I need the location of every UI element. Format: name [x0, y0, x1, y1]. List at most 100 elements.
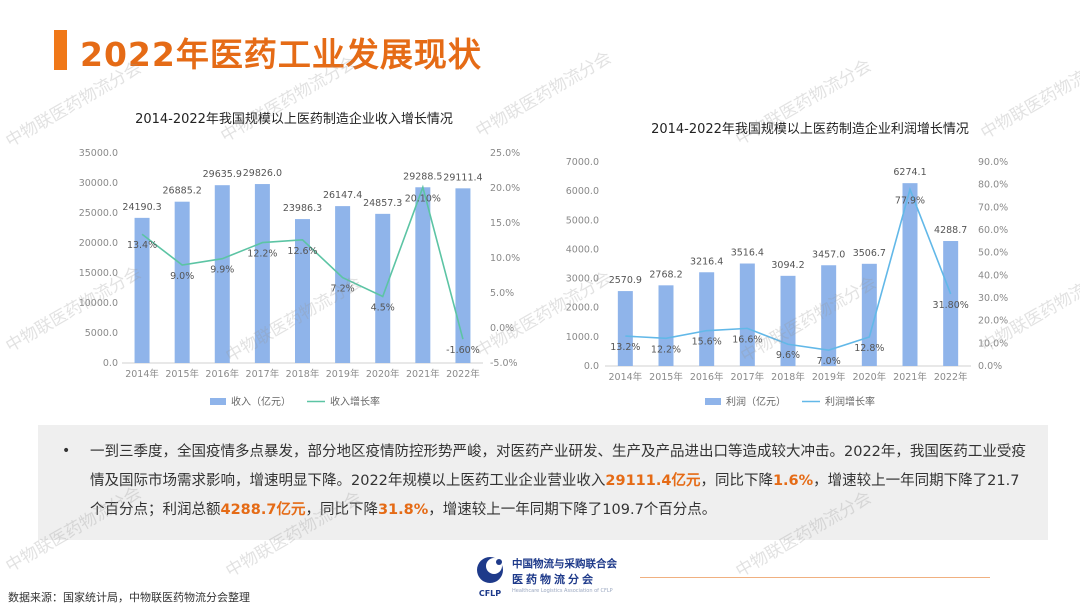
chart-title: 2014-2022年我国规模以上医药制造企业利润增长情况 — [651, 122, 969, 137]
bar — [174, 201, 190, 363]
bar — [617, 291, 633, 366]
highlight-revenue: 29111.4亿元 — [605, 473, 701, 489]
bar-data-label: 29635.9 — [203, 169, 242, 180]
bar-data-label: 3516.4 — [731, 248, 764, 259]
legend-bar-swatch — [210, 398, 226, 405]
summary-text: ，同比下降 — [305, 502, 378, 518]
bar-data-label: 26147.4 — [323, 190, 362, 201]
x-axis-tick-label: 2019年 — [326, 368, 360, 380]
bar-data-label: 3216.4 — [690, 256, 723, 267]
bar — [821, 265, 837, 366]
left-axis-tick-label: 10000.0 — [79, 298, 118, 309]
bar — [375, 213, 391, 363]
right-axis-tick-label: 20.0% — [978, 316, 1008, 327]
right-axis-tick-label: 15.0% — [490, 218, 520, 229]
left-axis-tick-label: 1000.0 — [566, 332, 599, 343]
org-name: 中国物流与采购联合会 — [512, 558, 617, 570]
bar-data-label: 2570.9 — [609, 275, 642, 286]
left-axis-tick-label: 0.0 — [103, 358, 118, 369]
bar — [134, 217, 150, 363]
right-axis-tick-label: 10.0% — [978, 338, 1008, 349]
legend-label: 收入（亿元） — [231, 395, 291, 408]
left-axis-tick-label: 35000.0 — [79, 148, 118, 159]
bullet-marker: • — [62, 443, 71, 459]
footer-divider — [640, 577, 990, 578]
summary-text: ，同比下降 — [700, 473, 773, 489]
x-axis-tick-label: 2018年 — [286, 368, 320, 380]
x-axis-tick-label: 2020年 — [852, 371, 886, 383]
right-axis-tick-label: 80.0% — [978, 180, 1008, 191]
line-data-label: 31.80% — [933, 300, 969, 311]
legend-label: 利润（亿元） — [726, 395, 786, 408]
bar-data-label: 29826.0 — [243, 168, 282, 179]
x-axis-tick-label: 2019年 — [812, 371, 846, 383]
line-data-label: 7.0% — [817, 356, 841, 367]
bar-data-label: 26885.2 — [163, 186, 202, 197]
x-axis-tick-label: 2015年 — [165, 368, 199, 380]
right-axis-tick-label: 0.0% — [978, 361, 1002, 372]
legend-label: 利润增长率 — [825, 395, 875, 408]
summary-paragraph: 一到三季度，全国疫情多点暴发，部分地区疫情防控形势严峻，对医药产业研发、生产及产… — [90, 438, 1030, 525]
revenue-chart: 2014-2022年我国规模以上医药制造企业收入增长情况 0.0 5000.0 10… — [70, 100, 530, 420]
line-data-label: 13.4% — [127, 240, 157, 251]
org-english-name: Healthcare Logistics Association of CFLP — [512, 588, 613, 594]
summary-text: ，增速较上一年同期下降了109.7个百分点。 — [428, 502, 717, 518]
right-axis-tick-label: -5.0% — [490, 358, 518, 369]
bar — [943, 241, 959, 366]
left-axis-tick-label: 6000.0 — [566, 186, 599, 197]
profit-chart: 2014-2022年我国规模以上医药制造企业利润增长情况 0.0 1000.0 20… — [555, 100, 1025, 420]
line-data-label: 13.2% — [610, 342, 640, 353]
bar-data-label: 2768.2 — [649, 269, 682, 280]
x-axis-tick-label: 2022年 — [934, 371, 968, 383]
bar — [739, 263, 755, 366]
summary-text: ，增速较上一年同期下降了21.7个百分点；利润总额 — [90, 473, 1020, 518]
left-axis-tick-label: 20000.0 — [79, 238, 118, 249]
left-axis-tick-label: 5000.0 — [85, 328, 118, 339]
x-axis-tick-label: 2016年 — [205, 368, 239, 380]
line-data-label: 7.2% — [331, 284, 355, 295]
org-subname: 医药物流分会 — [512, 573, 596, 586]
line-data-label: 16.6% — [732, 334, 762, 345]
x-axis-tick-label: 2016年 — [690, 371, 724, 383]
line-data-label: 4.5% — [371, 303, 395, 314]
x-axis-tick-label: 2014年 — [125, 368, 159, 380]
right-axis-tick-label: 10.0% — [490, 253, 520, 264]
line-data-label: 12.2% — [651, 344, 681, 355]
logo-dot-icon — [496, 559, 502, 565]
profit-chart-svg: 0.0 1000.0 2000.0 3000.0 4000.0 5000.0 6000.0 7… — [566, 157, 1008, 408]
left-axis-tick-label: 30000.0 — [79, 178, 118, 189]
logo-text: CFLP — [479, 589, 501, 598]
summary-text: 一到三季度，全国疫情多点暴发，部分地区疫情防控形势严峻，对医药产业研发、生产及产… — [90, 444, 1026, 489]
bar — [254, 184, 270, 363]
bar-data-label: 3506.7 — [853, 248, 886, 259]
x-axis-tick-label: 2021年 — [893, 371, 927, 383]
line-data-label: 15.6% — [692, 337, 722, 348]
bar-data-label: 24190.3 — [122, 202, 161, 213]
line-data-label: -1.60% — [446, 345, 480, 356]
x-axis-tick-label: 2017年 — [246, 368, 280, 380]
bar — [335, 206, 351, 363]
line-data-label: 12.2% — [247, 249, 277, 260]
left-axis-tick-label: 5000.0 — [566, 215, 599, 226]
bar-data-label: 24857.3 — [363, 198, 402, 209]
bar — [415, 187, 431, 363]
bar-data-label: 3457.0 — [812, 249, 845, 260]
cflp-logo: CFLP — [477, 557, 503, 598]
bar-data-label: 4288.7 — [934, 225, 967, 236]
x-axis-tick-label: 2014年 — [608, 371, 642, 383]
left-axis-tick-label: 2000.0 — [566, 303, 599, 314]
bar — [902, 183, 918, 366]
revenue-chart-svg: 0.0 5000.0 10000.0 15000.0 20000.0 25000.0 300… — [79, 148, 520, 408]
right-axis-tick-label: 50.0% — [978, 248, 1008, 259]
highlight-revenue-growth: 1.6% — [772, 473, 814, 489]
left-axis-tick-label: 7000.0 — [566, 157, 599, 168]
right-axis-tick-label: 60.0% — [978, 225, 1008, 236]
line-data-label: 12.6% — [287, 246, 317, 257]
line-data-label: 77.9% — [895, 195, 925, 206]
bar — [214, 185, 230, 363]
legend-label: 收入增长率 — [330, 395, 380, 408]
bar — [455, 188, 471, 363]
bar — [699, 272, 715, 366]
bar-data-label: 6274.1 — [893, 167, 926, 178]
right-axis-tick-label: 25.0% — [490, 148, 520, 159]
